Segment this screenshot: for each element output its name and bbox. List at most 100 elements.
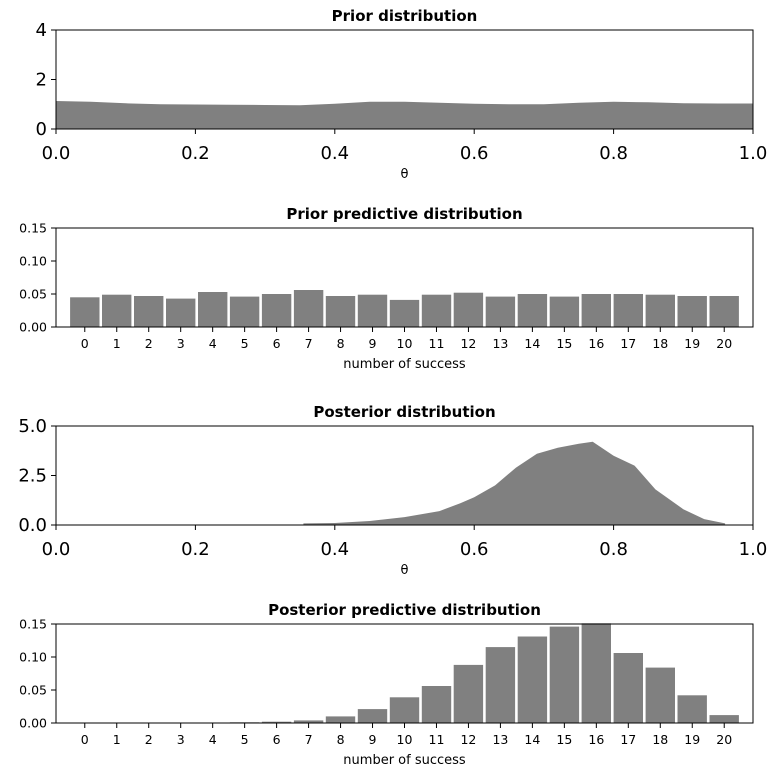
chart1-bar [357, 294, 388, 327]
chart1-bar [517, 294, 548, 327]
chart1-title: Prior predictive distribution [286, 205, 522, 223]
chart1-x-tick-label: 3 [177, 336, 185, 351]
chart3-x-tick-label: 1 [113, 732, 121, 747]
chart1-bar [293, 290, 324, 327]
chart3-bar [485, 647, 516, 723]
chart1-x-tick-label: 12 [460, 336, 476, 351]
chart1-x-tick-label: 13 [492, 336, 508, 351]
chart0-x-tick-label: 0.2 [181, 143, 210, 164]
chart1-bar [134, 296, 164, 327]
chart1-x-tick-label: 11 [429, 336, 445, 351]
chart2-x-tick-label: 0.4 [320, 539, 349, 560]
chart0-y-tick-label: 4 [36, 20, 47, 41]
chart1-x-tick-label: 14 [524, 336, 540, 351]
chart1-x-tick-label: 8 [337, 336, 345, 351]
chart3-x-tick-label: 20 [716, 732, 732, 747]
chart1-y-tick-label: 0.00 [19, 320, 47, 335]
chart3-x-tick-label: 18 [652, 732, 668, 747]
chart1-y-tick-label: 0.10 [19, 254, 47, 269]
chart1-bar [325, 296, 356, 327]
chart1-bar [198, 292, 228, 327]
chart1-bar [485, 296, 516, 327]
chart1-x-tick-label: 19 [684, 336, 700, 351]
chart3-y-tick-label: 0.05 [19, 683, 47, 698]
chart1-x-axis-label: number of success [343, 357, 466, 372]
chart3-x-tick-label: 14 [524, 732, 540, 747]
chart0-x-tick-label: 1.0 [739, 143, 768, 164]
chart0-x-tick-label: 0.6 [460, 143, 489, 164]
chart3-y-tick-label: 0.10 [19, 650, 47, 665]
chart3-y-tick-label: 0.00 [19, 716, 47, 731]
chart2-x-tick-label: 0.6 [460, 539, 489, 560]
chart1-bar [581, 294, 611, 327]
chart1-x-tick-label: 15 [556, 336, 572, 351]
chart1-x-tick-label: 4 [209, 336, 217, 351]
chart1-x-tick-label: 20 [716, 336, 732, 351]
chart3-x-tick-label: 4 [209, 732, 217, 747]
chart2-x-tick-label: 0.2 [181, 539, 210, 560]
chart1-x-tick-label: 7 [305, 336, 313, 351]
chart1-bar [421, 294, 452, 327]
chart3-x-tick-label: 19 [684, 732, 700, 747]
chart3-x-tick-label: 12 [460, 732, 476, 747]
chart3-bar [325, 716, 356, 723]
chart1-x-tick-label: 1 [113, 336, 121, 351]
chart3-bar [261, 721, 292, 723]
chart2-y-tick-label: 2.5 [18, 466, 47, 487]
chart3-bar [645, 667, 675, 723]
chart1-x-tick-label: 17 [620, 336, 636, 351]
chart3-x-tick-label: 15 [556, 732, 572, 747]
chart3-x-tick-label: 16 [588, 732, 604, 747]
chart0-y-tick-label: 2 [36, 70, 47, 91]
chart3-bar [709, 715, 739, 723]
chart3-bar [677, 695, 707, 723]
chart3-bar [549, 626, 580, 723]
chart1-bar [70, 297, 100, 327]
chart3-bar [421, 686, 452, 723]
chart1-bar [645, 294, 675, 327]
chart1-bar [389, 299, 420, 327]
chart2-x-tick-label: 0.0 [42, 539, 71, 560]
chart2-x-axis-label: θ [401, 563, 409, 578]
chart1-bar [709, 296, 739, 327]
chart0-x-tick-label: 0.8 [599, 143, 628, 164]
chart2-x-tick-label: 0.8 [599, 539, 628, 560]
chart1-x-tick-label: 10 [397, 336, 413, 351]
chart3-x-tick-label: 17 [620, 732, 636, 747]
chart2-y-tick-label: 5.0 [18, 416, 47, 437]
chart3-y-tick-label: 0.15 [19, 617, 47, 632]
chart1-x-tick-label: 9 [369, 336, 377, 351]
chart1-bar [613, 294, 643, 327]
chart3-x-tick-label: 0 [81, 732, 89, 747]
chart1-y-tick-label: 0.15 [19, 221, 47, 236]
chart1-x-tick-label: 6 [273, 336, 281, 351]
chart3-x-tick-label: 8 [337, 732, 345, 747]
chart1-x-tick-label: 18 [652, 336, 668, 351]
chart0-x-axis-label: θ [401, 167, 409, 182]
chart1-bar [453, 292, 484, 327]
chart1-bar [166, 298, 196, 327]
chart0-x-tick-label: 0.4 [320, 143, 349, 164]
chart3-title: Posterior predictive distribution [268, 601, 541, 619]
chart0-y-tick-label: 0 [36, 119, 47, 140]
chart0-area [56, 101, 753, 129]
chart1-bar [102, 294, 132, 327]
chart0-title: Prior distribution [332, 7, 478, 25]
chart1-bar [229, 296, 260, 327]
chart3-x-tick-label: 9 [369, 732, 377, 747]
chart1-bar [677, 296, 707, 327]
chart1-x-tick-label: 0 [81, 336, 89, 351]
chart3-bar [517, 636, 548, 723]
chart1-y-tick-label: 0.05 [19, 287, 47, 302]
chart3-x-tick-label: 2 [145, 732, 153, 747]
chart3-x-tick-label: 5 [241, 732, 249, 747]
chart2-area [303, 441, 726, 525]
chart3-bar [293, 720, 324, 723]
chart1-bar [261, 294, 292, 327]
chart3-bar [453, 664, 484, 723]
chart3-x-tick-label: 10 [397, 732, 413, 747]
chart2-y-tick-label: 0.0 [18, 515, 47, 536]
chart3-bar [613, 653, 643, 723]
chart3-bar [581, 623, 611, 723]
